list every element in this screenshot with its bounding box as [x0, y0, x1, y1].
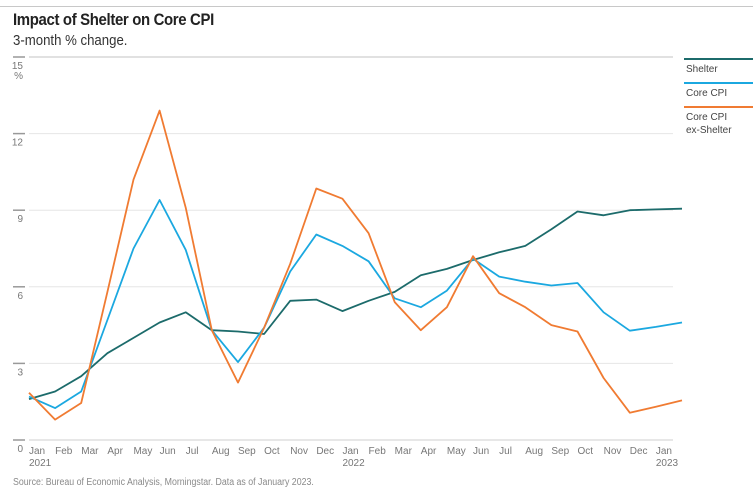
x-tick-year-label: 2023 [656, 458, 679, 469]
legend-label-core-cpi-ex-shelter: ex-Shelter [686, 125, 732, 136]
x-tick-label: May [447, 446, 466, 457]
series-line-core-cpi-ex-shelter [28, 109, 683, 421]
x-tick-label: Dec [630, 446, 648, 457]
x-tick-label: Aug [525, 446, 543, 457]
y-unit-label: % [14, 71, 23, 82]
x-tick-label: Dec [316, 446, 334, 457]
legend: Shelter Core CPI Core CPI ex-Shelter [684, 58, 753, 136]
x-tick-label: Mar [81, 446, 99, 457]
x-tick-label: Mar [395, 446, 413, 457]
x-tick-label: May [133, 446, 152, 457]
x-tick-label: Sep [551, 446, 569, 457]
x-tick-label: Jan [29, 446, 45, 457]
x-tick-label: Oct [264, 446, 280, 457]
legend-label-shelter: Shelter [686, 64, 718, 75]
y-tick-label: 3 [17, 367, 23, 378]
y-tick-label: 15 [12, 61, 24, 72]
x-tick-label: Feb [369, 446, 387, 457]
y-tick-label: 12 [12, 138, 24, 149]
series-lines [28, 109, 683, 421]
x-tick-label: Apr [421, 446, 437, 457]
chart-title: Impact of Shelter on Core CPI [13, 10, 214, 29]
x-tick-year-label: 2021 [29, 458, 52, 469]
x-tick-label: Feb [55, 446, 73, 457]
x-tick-label: Oct [578, 446, 594, 457]
gridlines [29, 56, 673, 441]
y-axis: 0 3 6 9 12 15% [12, 56, 25, 455]
x-tick-label: Jun [473, 446, 489, 457]
x-tick-label: Jun [160, 446, 176, 457]
x-tick-year-label: 2022 [342, 458, 365, 469]
y-tick-label: 6 [17, 291, 23, 302]
x-tick-label: Jul [499, 446, 512, 457]
x-tick-label: Nov [290, 446, 308, 457]
legend-label-core-cpi: Core CPI [686, 88, 727, 99]
x-tick-label: Sep [238, 446, 256, 457]
y-tick-label: 0 [17, 444, 23, 455]
x-tick-label: Nov [604, 446, 622, 457]
x-tick-label: Jan [656, 446, 672, 457]
chart-subtitle: 3-month % change. [13, 32, 128, 49]
x-tick-label: Aug [212, 446, 230, 457]
x-tick-label: Jul [186, 446, 199, 457]
top-rule [0, 6, 753, 7]
source-note: Source: Bureau of Economic Analysis, Mor… [13, 477, 314, 488]
series-line-shelter [28, 207, 683, 400]
series-line-core-cpi [28, 199, 683, 410]
legend-label-core-cpi-ex-shelter: Core CPI [686, 112, 727, 123]
x-tick-label: Jan [342, 446, 358, 457]
y-tick-label: 9 [17, 214, 23, 225]
x-tick-label: Apr [107, 446, 123, 457]
